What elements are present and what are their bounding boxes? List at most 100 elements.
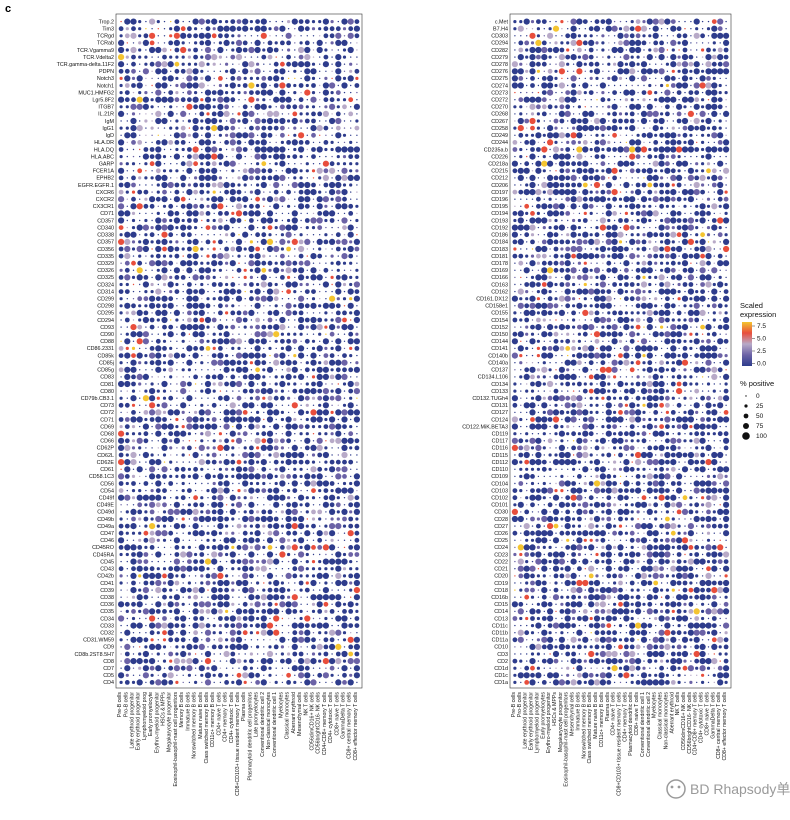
expression-dot (298, 565, 305, 572)
expression-dot (238, 589, 240, 591)
expression-dot (666, 127, 669, 129)
expression-dot (601, 34, 605, 38)
expression-dot (570, 75, 577, 82)
expression-dot (118, 615, 125, 622)
expression-dot (593, 146, 601, 153)
expression-dot (193, 346, 199, 351)
expression-dot (304, 68, 311, 75)
expression-dot (217, 501, 224, 508)
expression-dot (542, 226, 546, 230)
expression-dot (192, 530, 199, 537)
expression-dot (529, 117, 536, 125)
expression-dot (701, 133, 705, 137)
expression-dot (170, 134, 172, 136)
expression-dot (329, 189, 336, 196)
expression-dot (335, 75, 342, 82)
expression-dot (294, 163, 296, 165)
expression-dot (188, 454, 191, 456)
expression-dot (554, 126, 558, 130)
expression-dot (618, 218, 623, 223)
expression-dot (281, 575, 284, 577)
expression-dot (330, 517, 334, 521)
expression-dot (225, 233, 229, 237)
expression-dot (630, 211, 634, 215)
gene-label: CD270 (491, 105, 508, 111)
expression-dot (281, 170, 284, 172)
expression-dot (711, 174, 718, 181)
expression-dot (304, 623, 310, 628)
expression-dot (211, 90, 217, 95)
expression-dot (613, 99, 616, 101)
expression-dot (207, 646, 209, 648)
expression-dot (666, 120, 669, 122)
expression-dot (126, 411, 128, 414)
gene-label: CD45RO (92, 545, 114, 551)
expression-dot (543, 127, 545, 129)
expression-dot (294, 617, 296, 620)
expression-dot (225, 433, 228, 435)
expression-dot (681, 96, 689, 103)
gene-label: CD268 (491, 112, 508, 118)
expression-dot (151, 219, 153, 222)
expression-dot (173, 565, 180, 572)
expression-dot (612, 175, 617, 181)
expression-dot (237, 346, 241, 350)
expression-dot (298, 551, 305, 558)
expression-dot (262, 226, 266, 230)
gene-label: CD32 (100, 631, 114, 637)
expression-dot (224, 125, 230, 131)
expression-dot (342, 133, 347, 137)
expression-dot (690, 28, 692, 30)
expression-dot (537, 84, 540, 87)
expression-dot (173, 658, 180, 665)
expression-dot (176, 177, 178, 179)
expression-dot (336, 105, 340, 109)
expression-dot (582, 117, 589, 125)
expression-dot (311, 453, 316, 457)
expression-dot (565, 161, 571, 167)
expression-dot (312, 234, 315, 236)
expression-dot (256, 553, 259, 556)
expression-dot (275, 35, 277, 37)
expression-dot (523, 167, 530, 174)
expression-dot (331, 177, 333, 179)
expression-dot (353, 409, 360, 416)
expression-dot (292, 609, 298, 614)
expression-dot (693, 18, 700, 25)
expression-dot (266, 288, 274, 295)
expression-dot (280, 474, 285, 479)
expression-dot (512, 189, 518, 195)
expression-dot (294, 234, 296, 236)
expression-dot (150, 98, 154, 102)
expression-dot (243, 659, 247, 663)
expression-dot (131, 374, 136, 380)
expression-dot (354, 623, 360, 628)
expression-dot (602, 77, 604, 80)
expression-dot (648, 34, 652, 38)
expression-dot (126, 205, 128, 207)
expression-dot (219, 560, 222, 563)
expression-dot (136, 594, 143, 601)
expression-dot (180, 637, 186, 643)
expression-dot (316, 39, 323, 47)
expression-dot (310, 359, 317, 366)
expression-dot (125, 432, 129, 436)
expression-dot (280, 417, 284, 422)
expression-dot (149, 466, 156, 473)
expression-dot (329, 459, 335, 465)
expression-dot (660, 112, 664, 116)
expression-dot (298, 19, 304, 24)
expression-dot (126, 170, 128, 172)
expression-dot (139, 219, 141, 222)
expression-dot (213, 42, 215, 44)
expression-dot (324, 311, 328, 315)
expression-dot (718, 226, 722, 230)
expression-dot (254, 544, 261, 551)
expression-dot (266, 366, 274, 373)
expression-dot (300, 560, 302, 563)
expression-dot (311, 375, 316, 379)
expression-dot (273, 174, 280, 181)
expression-dot (300, 603, 302, 605)
expression-dot (653, 140, 659, 145)
expression-dot (186, 302, 193, 309)
